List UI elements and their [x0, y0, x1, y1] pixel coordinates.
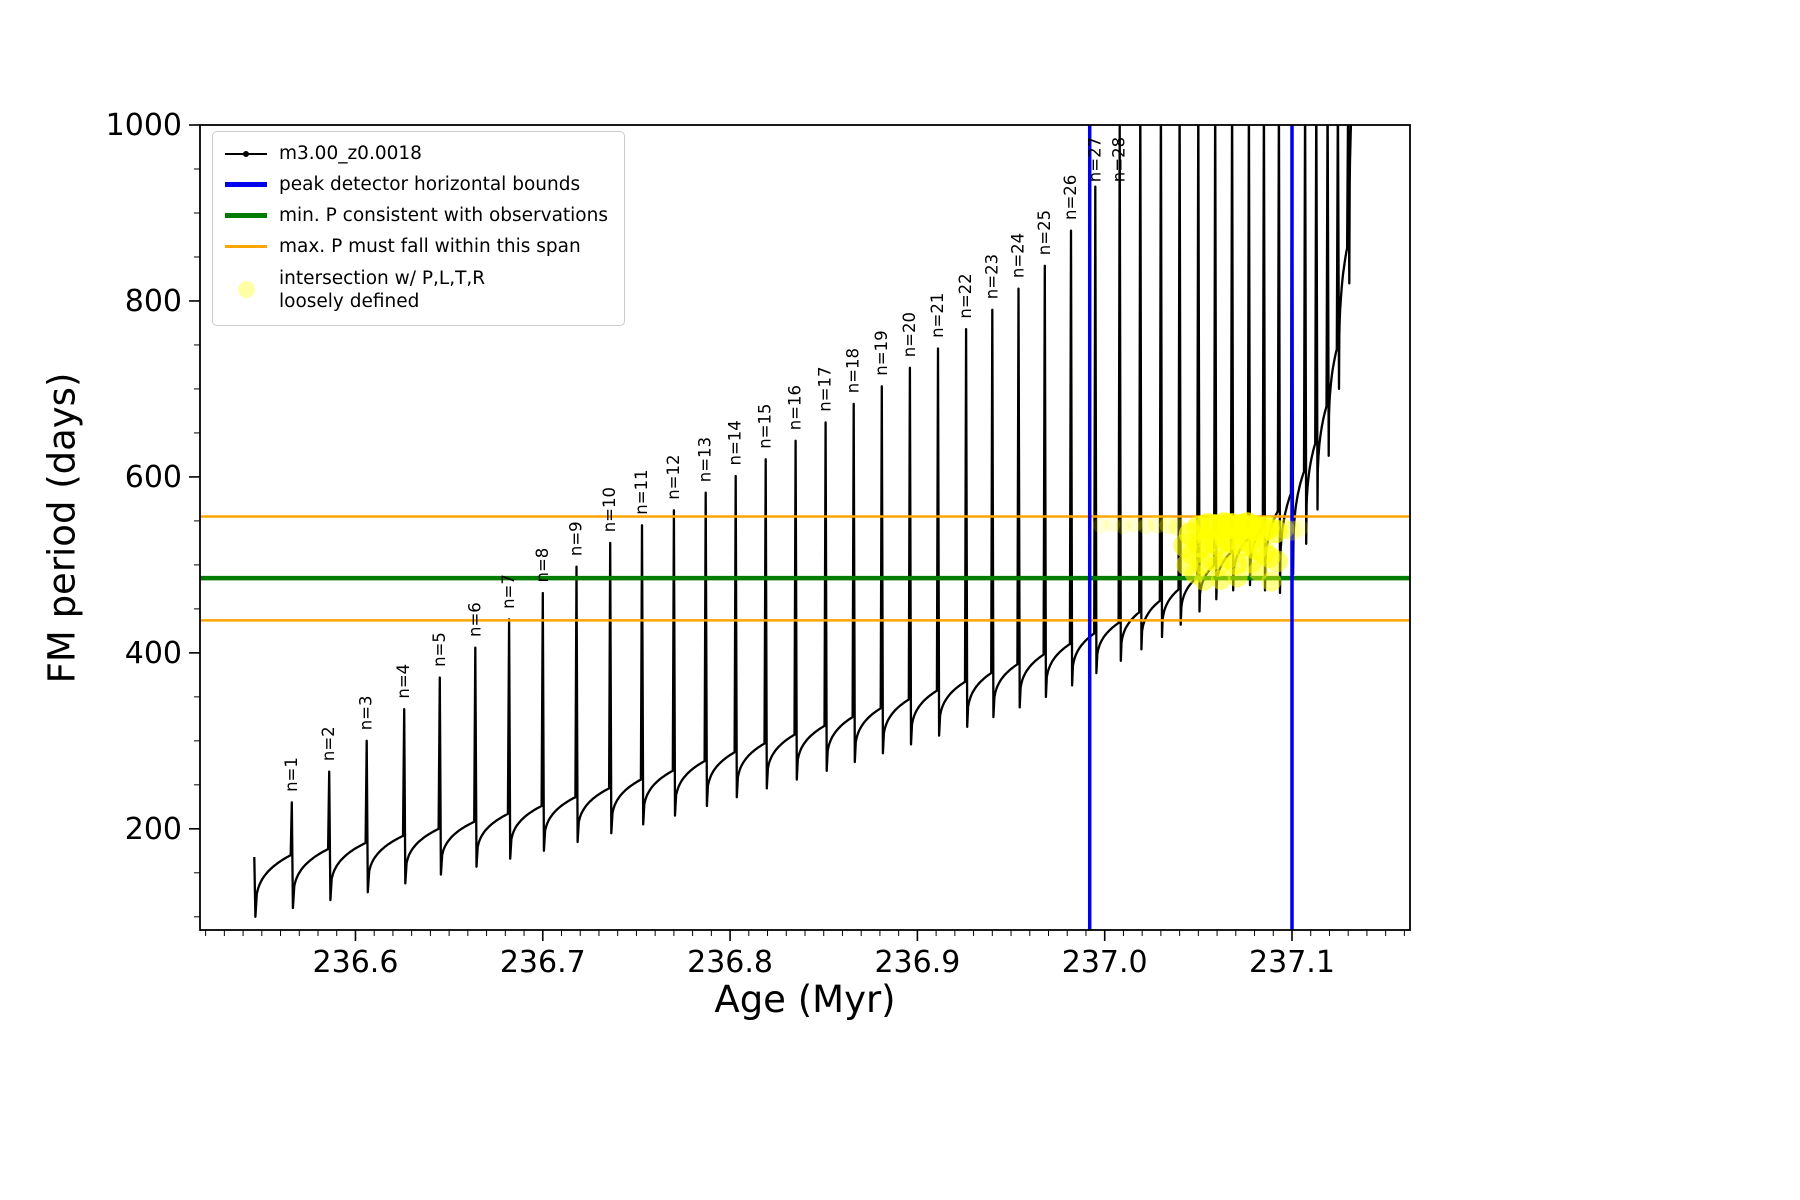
scatter-point [1290, 518, 1309, 537]
intersection-swatch-dot [237, 281, 255, 299]
scatter-point [1266, 550, 1289, 573]
scatter-point [1137, 518, 1154, 535]
series-swatch-marker [243, 150, 249, 157]
peak-label: n=21 [928, 293, 947, 338]
peak-label: n=14 [726, 420, 745, 465]
scatter-point [1126, 516, 1143, 533]
scatter-point [1227, 567, 1248, 588]
max-p-swatch-bar [225, 245, 267, 249]
scatter-layer [1092, 512, 1309, 592]
legend-label-intersection: intersection w/ P,L,T,R loosely defined [279, 267, 485, 313]
legend-label-intersection-line2: loosely defined [279, 290, 420, 312]
series-line-swatch [225, 143, 267, 165]
peak-label: n=17 [816, 367, 835, 412]
legend-item-intersection: intersection w/ P,L,T,R loosely defined [225, 267, 608, 313]
peak-label: n=12 [664, 455, 683, 500]
legend-label-min-p: min. P consistent with observations [279, 205, 608, 227]
legend-item-series: m3.00_z0.0018 [225, 142, 608, 165]
x-tick-label: 236.7 [500, 945, 586, 980]
scatter-point [1248, 561, 1269, 582]
legend-label-bounds: peak detector horizontal bounds [279, 174, 581, 196]
x-tick-label: 236.6 [313, 945, 399, 980]
x-tick-label: 237.0 [1062, 945, 1148, 980]
scatter-point [1148, 515, 1167, 534]
scatter-point [1274, 518, 1295, 539]
peak-label: n=26 [1061, 175, 1080, 220]
min-p-swatch-bar [225, 213, 267, 219]
peak-label: n=13 [696, 437, 715, 482]
peak-label: n=27 [1085, 137, 1104, 182]
peak-label: n=7 [499, 574, 518, 609]
peak-label: n=23 [982, 254, 1001, 299]
scatter-point [1210, 569, 1231, 590]
bounds-swatch-bar [225, 182, 267, 188]
legend-label-series: m3.00_z0.0018 [279, 143, 422, 164]
peak-label: n=3 [357, 696, 376, 731]
legend-swatch-bounds [225, 174, 267, 196]
legend-label-intersection-line1: intersection w/ P,L,T,R [279, 267, 486, 289]
peak-label: n=16 [786, 385, 805, 430]
peak-label: n=5 [430, 632, 449, 667]
x-tick-label: 236.8 [687, 945, 773, 980]
y-tick-label: 800 [125, 284, 182, 319]
peak-label: n=1 [282, 757, 301, 792]
peak-label: n=15 [756, 404, 775, 449]
legend-label-max-p: max. P must fall within this span [279, 236, 581, 258]
peak-label: n=2 [319, 726, 338, 761]
x-axis-label: Age (Myr) [714, 978, 896, 1021]
y-tick-label: 1000 [106, 108, 182, 143]
scatter-point [1115, 518, 1132, 535]
peak-label: n=19 [872, 330, 891, 375]
scatter-point [1281, 520, 1302, 541]
peak-label: n=22 [956, 273, 975, 318]
peak-label: n=11 [632, 469, 651, 514]
y-axis-label: FM period (days) [40, 372, 84, 684]
peak-label: n=18 [844, 348, 863, 393]
peak-label: n=25 [1035, 210, 1054, 255]
x-tick-label: 236.9 [874, 945, 960, 980]
y-tick-label: 400 [125, 636, 182, 671]
peak-label: n=4 [394, 664, 413, 699]
peak-label: n=28 [1110, 137, 1129, 182]
peak-label: n=10 [600, 487, 619, 532]
peak-label: n=24 [1009, 233, 1028, 278]
x-tick-label: 237.1 [1249, 945, 1335, 980]
peak-label: n=9 [567, 521, 586, 556]
legend: m3.00_z0.0018 peak detector horizontal b… [212, 131, 625, 326]
legend-item-max-p: max. P must fall within this span [225, 235, 608, 258]
legend-item-min-p: min. P consistent with observations [225, 204, 608, 227]
scatter-point [1263, 519, 1288, 544]
legend-swatch-min-p [225, 205, 267, 227]
legend-item-bounds: peak detector horizontal bounds [225, 173, 608, 196]
peak-label: n=20 [900, 312, 919, 357]
scatter-point [1159, 516, 1178, 535]
y-tick-label: 600 [125, 460, 182, 495]
scatter-point [1092, 517, 1109, 534]
legend-swatch-max-p [225, 236, 267, 258]
scatter-point [1104, 516, 1121, 533]
scatter-point [1261, 571, 1282, 592]
peak-label: n=6 [465, 602, 484, 637]
peak-label: n=8 [533, 548, 552, 583]
y-tick-label: 200 [125, 812, 182, 847]
scatter-point [1193, 570, 1214, 591]
legend-swatch-intersection [225, 279, 267, 301]
